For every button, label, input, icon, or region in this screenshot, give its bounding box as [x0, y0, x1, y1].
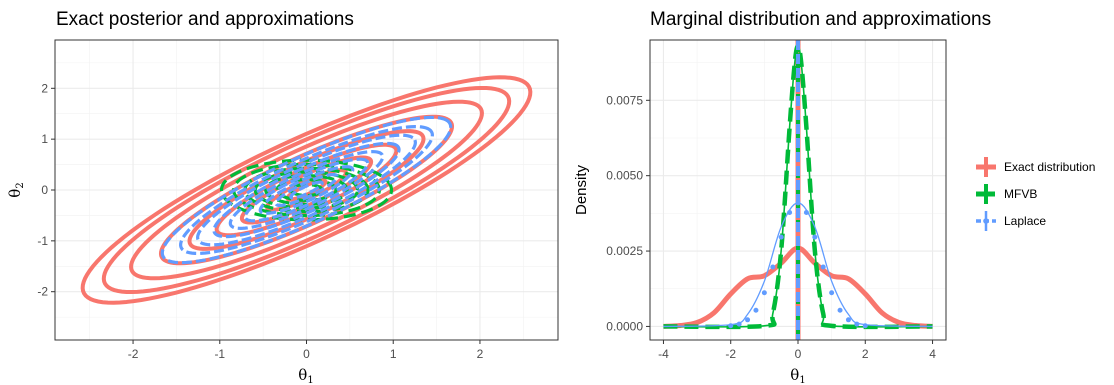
laplace-point: [770, 264, 776, 270]
laplace-point: [745, 317, 751, 323]
x-tick-label: -2: [128, 347, 139, 361]
x-tick-label: 0: [795, 347, 802, 361]
laplace-point: [787, 209, 793, 215]
y-tick-label: 0.0025: [606, 244, 643, 258]
y-tick-label: 2: [41, 81, 48, 95]
laplace-point: [829, 290, 835, 296]
right-panel-title: Marginal distribution and approximations: [650, 9, 991, 30]
y-tick-label: -1: [37, 234, 48, 248]
y-tick-label: 1: [41, 132, 48, 146]
x-tick-label: 2: [862, 347, 869, 361]
x-tick-label: -1: [214, 347, 225, 361]
laplace-point: [812, 234, 818, 240]
legend-label: Laplace: [1004, 214, 1046, 228]
contour-laplace: [243, 157, 370, 223]
left-plot-panel: -2 -1 0 1 2 -2 -1 0 1 2: [37, 39, 559, 361]
x-tick-label: -2: [725, 347, 736, 361]
legend-label: Exact distribution: [1004, 160, 1095, 174]
laplace-point: [753, 307, 759, 313]
contour-mfvb: [264, 174, 349, 206]
contour-laplace: [179, 124, 434, 256]
series-laplace: [663, 40, 933, 340]
right-y-axis-label: Density: [573, 164, 590, 215]
laplace-point: [820, 264, 826, 270]
y-tick-label: -2: [37, 285, 48, 299]
contour-laplace: [289, 180, 324, 200]
contour-laplace: [258, 165, 355, 215]
left-x-axis-label: θ1: [298, 366, 313, 385]
contour-laplace: [274, 172, 339, 208]
legend-item-exact-distribution: Exact distribution: [976, 157, 1095, 177]
contour-exact-distribution: [187, 129, 426, 251]
contour-exact-distribution: [101, 85, 512, 295]
legend-item-mfvb: MFVB: [976, 184, 1037, 204]
contour-exact-distribution: [80, 75, 533, 305]
contour-laplace: [212, 141, 401, 239]
contour-laplace: [196, 133, 417, 247]
contour-mfvb: [289, 182, 324, 198]
series-laplace: [160, 115, 453, 265]
left-panel-title: Exact posterior and approximations: [56, 9, 354, 30]
laplace-point: [795, 200, 801, 206]
x-tick-label: 1: [390, 347, 397, 361]
laplace-point: [761, 290, 767, 296]
legend-item-laplace: Laplace: [976, 211, 1046, 231]
y-tick-label: 0.0000: [606, 319, 643, 333]
laplace-point: [778, 234, 784, 240]
laplace-point: [728, 323, 734, 329]
contour-mfvb: [219, 158, 394, 222]
right-x-axis-label: θ1: [790, 366, 805, 385]
right-plot-panel: -4 -2 0 2 4 0.0000 0.0025 0.0050 0.0075: [606, 39, 947, 361]
legend-label: MFVB: [1004, 187, 1037, 201]
legend: Exact distribution MFVB Laplace: [976, 157, 1095, 231]
left-y-axis-label: θ2: [6, 182, 26, 197]
x-tick-label: 0: [303, 347, 310, 361]
laplace-point: [862, 323, 868, 329]
x-tick-label: 2: [477, 347, 484, 361]
legend-key-point: [983, 218, 989, 224]
y-tick-label: 0.0075: [606, 93, 643, 107]
laplace-point: [736, 321, 742, 327]
x-tick-label: -4: [658, 347, 669, 361]
contour-laplace: [228, 150, 385, 230]
laplace-point: [803, 209, 809, 215]
y-tick-label: 0.0050: [606, 169, 643, 183]
laplace-point: [854, 321, 860, 327]
contour-laplace: [160, 115, 453, 265]
x-tick-label: 4: [929, 347, 936, 361]
laplace-point: [837, 307, 843, 313]
laplace-point: [845, 317, 851, 323]
contour-exact-distribution: [129, 99, 484, 281]
y-tick-label: 0: [41, 183, 48, 197]
